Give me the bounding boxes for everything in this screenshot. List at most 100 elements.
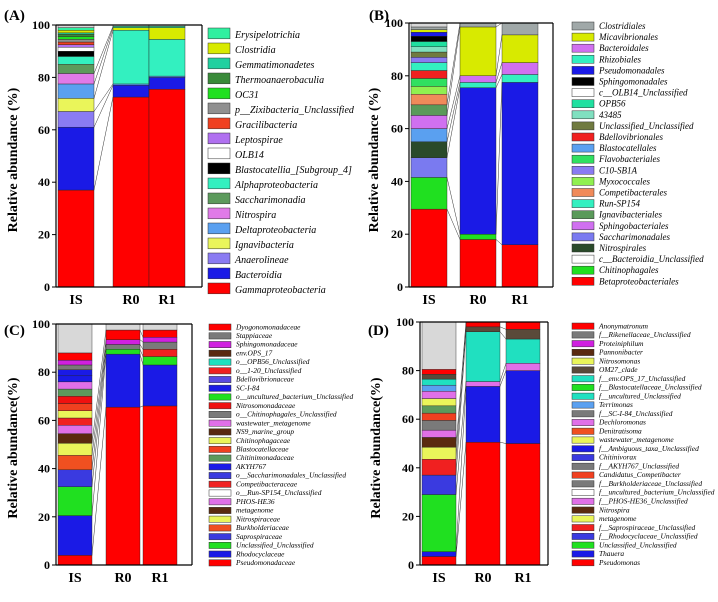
bar-segment bbox=[505, 443, 541, 566]
panel-label: (C) bbox=[4, 323, 25, 339]
legend-swatch bbox=[571, 32, 595, 42]
legend-label: o__Chitinophagales_Unclassified bbox=[236, 410, 337, 419]
bar-segment bbox=[57, 388, 93, 397]
bar-segment bbox=[57, 126, 95, 191]
y-tick-label: 20 bbox=[391, 227, 403, 241]
legend-label: OC31 bbox=[235, 90, 259, 101]
legend-swatch bbox=[571, 384, 595, 391]
connector-line bbox=[446, 177, 461, 235]
bar-segment bbox=[501, 34, 539, 63]
bar-segment bbox=[57, 33, 95, 37]
legend-swatch bbox=[571, 506, 595, 514]
legend-swatch bbox=[207, 87, 231, 100]
y-tick-label: 20 bbox=[38, 228, 50, 242]
connector-line bbox=[495, 22, 503, 28]
bar-segment bbox=[421, 551, 457, 557]
legend-label: Thermoanaerobaculia bbox=[235, 75, 324, 86]
connector-line bbox=[93, 27, 114, 85]
legend-swatch bbox=[208, 332, 232, 340]
legend-swatch bbox=[208, 349, 232, 357]
legend-label: Pannonibacter bbox=[598, 348, 643, 357]
legend-label: Blastocatellales bbox=[599, 143, 657, 153]
connector-line bbox=[455, 326, 467, 460]
legend-swatch bbox=[208, 402, 232, 410]
connector-line bbox=[139, 344, 144, 350]
bar-segment bbox=[57, 359, 93, 366]
legend-label: Pseudomonas bbox=[598, 558, 640, 567]
legend-swatch bbox=[571, 489, 595, 496]
panel-label: (D) bbox=[368, 323, 389, 339]
bar-segment bbox=[105, 406, 141, 566]
legend-label: f__PHOS-HE36_Unclassified bbox=[599, 497, 688, 506]
connector-line bbox=[499, 370, 507, 387]
legend-label: Erysipelotrichia bbox=[234, 30, 300, 41]
legend-swatch bbox=[207, 282, 231, 295]
legend-label: Sphingomonadales bbox=[599, 76, 668, 86]
legend-swatch bbox=[207, 267, 231, 280]
legend-label: Nitrospira bbox=[598, 505, 630, 514]
y-tick-label: 40 bbox=[402, 461, 414, 475]
legend-swatch bbox=[207, 42, 231, 55]
legend-swatch bbox=[571, 392, 595, 400]
legend-swatch bbox=[208, 498, 232, 506]
panel-label: (B) bbox=[369, 8, 389, 24]
bar-segment bbox=[57, 83, 95, 99]
legend-swatch bbox=[571, 210, 595, 219]
legend-swatch bbox=[571, 349, 595, 356]
bar-segment bbox=[57, 30, 95, 34]
legend-label: f__uncultured_bacterium_Unclassified bbox=[599, 488, 715, 497]
bar-segment bbox=[410, 86, 448, 95]
legend-swatch bbox=[208, 542, 232, 549]
y-tick-label: 20 bbox=[402, 509, 414, 523]
legend-swatch bbox=[571, 497, 595, 505]
bar-segment bbox=[459, 87, 497, 235]
y-axis-title: Relative abundance(%) bbox=[6, 377, 21, 519]
bar-segment bbox=[142, 405, 178, 566]
bar-segment bbox=[505, 338, 541, 364]
bar-segment bbox=[410, 141, 448, 158]
bar-segment bbox=[410, 26, 448, 30]
x-tick-label: R0 bbox=[122, 293, 139, 308]
bar-segment bbox=[505, 329, 541, 340]
y-tick-label: 100 bbox=[32, 18, 50, 32]
bar-segment bbox=[148, 39, 186, 77]
bar-segment bbox=[410, 78, 448, 87]
bar-segment bbox=[465, 331, 501, 382]
y-tick-label: 40 bbox=[38, 175, 50, 189]
legend-swatch bbox=[208, 437, 232, 445]
bar-segment bbox=[410, 32, 448, 37]
legend-swatch bbox=[208, 393, 232, 401]
legend-swatch bbox=[571, 480, 595, 488]
legend-swatch bbox=[208, 507, 232, 514]
bar-segment bbox=[57, 364, 93, 370]
legend-swatch bbox=[208, 367, 232, 375]
x-tick-label: R0 bbox=[114, 571, 131, 586]
legend-label: f__Ambiguous_taxa_Unclassified bbox=[599, 444, 699, 453]
legend-label: Proteiniphilum bbox=[598, 339, 644, 348]
legend-label: Ignavibacteria bbox=[234, 240, 294, 251]
connector-line bbox=[446, 75, 461, 129]
x-tick-label: IS bbox=[432, 571, 445, 586]
legend-swatch bbox=[207, 252, 231, 265]
legend-swatch bbox=[571, 43, 595, 53]
bar-segment bbox=[105, 323, 141, 331]
legend-swatch bbox=[571, 154, 595, 164]
bar-segment bbox=[112, 96, 150, 288]
legend-swatch bbox=[571, 265, 595, 275]
bar-segment bbox=[112, 30, 150, 85]
legend-swatch bbox=[571, 99, 595, 108]
y-tick-label: 80 bbox=[38, 365, 50, 379]
bar-segment bbox=[57, 443, 93, 456]
bar-segment bbox=[105, 349, 141, 355]
connector-line bbox=[455, 381, 467, 495]
y-tick-label: 0 bbox=[397, 280, 403, 294]
legend-label: f__Burkholderiaceae_Unclassified bbox=[599, 479, 702, 488]
connector-line bbox=[139, 354, 144, 366]
bar-segment bbox=[421, 378, 457, 386]
legend-label: f__Blastocatellaceae_Unclassified bbox=[599, 383, 702, 392]
legend-label: wastewater_metagenome bbox=[599, 435, 674, 444]
bar-segment bbox=[421, 429, 457, 438]
legend-label: Chitinophagales bbox=[599, 265, 659, 275]
legend-label: Dyogonomonadaceae bbox=[235, 322, 301, 331]
legend-label: Blastocatellaceae bbox=[236, 445, 289, 454]
